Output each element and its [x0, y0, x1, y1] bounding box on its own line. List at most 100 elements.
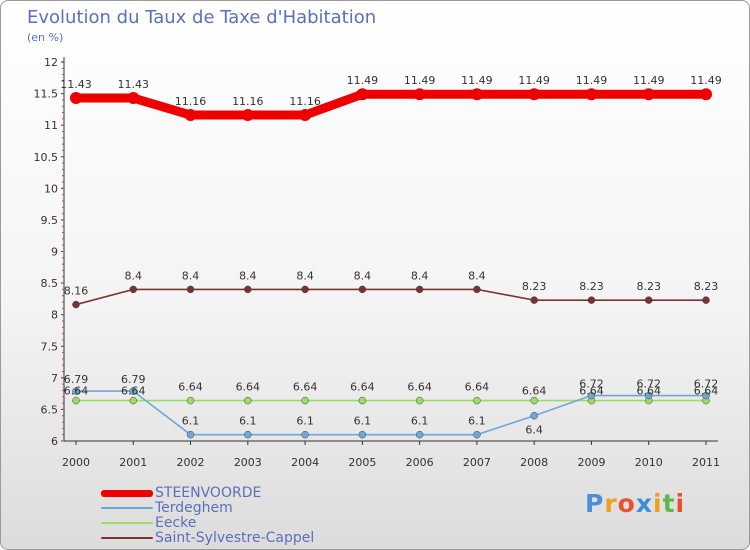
x-tick-label: 2001 [119, 456, 147, 469]
data-label: 8.4 [239, 269, 257, 282]
data-point [301, 285, 309, 294]
legend-swatch [101, 489, 153, 497]
data-label: 11.49 [404, 74, 436, 87]
logo-letter: i [653, 489, 663, 518]
data-label: 6.1 [296, 415, 314, 428]
data-label: 8.23 [579, 280, 604, 293]
data-label: 6.1 [354, 415, 372, 428]
logo-letter: i [675, 489, 686, 518]
data-label: 6.64 [350, 381, 375, 394]
data-label: 6.1 [411, 415, 429, 428]
data-point [241, 109, 254, 122]
data-point [415, 430, 424, 439]
data-point [186, 430, 195, 439]
data-point [413, 88, 426, 101]
x-tick-label: 2010 [635, 456, 663, 469]
logo-letter: r [604, 489, 618, 518]
x-tick-label: 2006 [406, 456, 434, 469]
data-label: 8.23 [694, 280, 719, 293]
series-line [75, 288, 707, 306]
data-point [470, 88, 483, 101]
data-point [415, 285, 424, 294]
data-label: 8.4 [468, 269, 486, 282]
legend-label: Eecke [155, 515, 197, 531]
data-label: 6.64 [64, 385, 89, 398]
data-label: 11.43 [60, 78, 92, 91]
data-label: 6.64 [293, 381, 318, 394]
data-label: 11.49 [576, 74, 608, 87]
data-point [358, 285, 367, 294]
data-label: 6.4 [525, 424, 543, 437]
series-line [71, 89, 711, 120]
x-tick-label: 2000 [62, 456, 90, 469]
data-point [700, 88, 712, 101]
legend-item-saint-sylvestre-cappel: Saint-Sylvestre-Cappel [101, 530, 314, 546]
data-label: 6.64 [121, 385, 146, 398]
legend-item-eecke: Eecke [101, 515, 196, 531]
data-point [473, 285, 481, 294]
y-tick-label: 7 [51, 372, 58, 385]
data-point [585, 88, 598, 101]
data-label: 8.4 [296, 269, 314, 282]
data-point [186, 396, 195, 405]
y-tick-label: 10.5 [34, 151, 59, 164]
x-tick-label: 2005 [348, 456, 376, 469]
data-label: 6.79 [121, 373, 146, 386]
data-point [72, 387, 80, 395]
data-label: 8.23 [636, 280, 661, 293]
legend-item-terdeghem: Terdeghem [101, 500, 233, 516]
y-tick-label: 12 [44, 56, 58, 69]
data-point [530, 411, 538, 420]
legend-swatch [101, 507, 153, 509]
data-point [642, 88, 655, 101]
data-label: 11.49 [518, 74, 550, 87]
chart-subtitle: (en %) [27, 31, 64, 44]
x-tick-label: 2007 [463, 456, 491, 469]
data-label: 6.72 [579, 378, 604, 391]
x-tick-label: 2009 [577, 456, 605, 469]
data-point [244, 430, 252, 439]
legend-swatch [101, 522, 153, 524]
chart-title: Evolution du Taux de Taxe d'Habitation [27, 7, 377, 28]
y-tick-label: 6.5 [41, 403, 59, 416]
legend-item-steenvoorde: STEENVOORDE [101, 485, 261, 501]
data-label: 6.72 [694, 378, 719, 391]
y-tick-label: 11.5 [34, 88, 59, 101]
data-label: 11.49 [461, 74, 493, 87]
data-point [528, 88, 541, 101]
data-label: 8.23 [522, 280, 547, 293]
data-label: 8.4 [125, 269, 143, 282]
data-point [129, 396, 138, 405]
y-tick-label: 11 [44, 119, 58, 132]
data-point [587, 391, 596, 400]
data-point [244, 285, 252, 294]
data-point [184, 109, 197, 122]
data-point [530, 396, 538, 405]
data-label: 6.1 [239, 415, 257, 428]
y-tick-label: 9.5 [41, 214, 59, 227]
data-point [186, 285, 195, 294]
y-tick-label: 7.5 [41, 340, 59, 353]
legend-label: STEENVOORDE [155, 485, 262, 501]
data-point [129, 387, 138, 395]
legend-swatch [101, 537, 153, 539]
data-label: 11.16 [232, 95, 264, 108]
data-point [127, 92, 140, 105]
logo-letter: t [662, 489, 676, 518]
data-point [72, 300, 80, 309]
data-label: 11.43 [118, 78, 150, 91]
y-tick-label: 6 [51, 435, 58, 448]
data-label: 6.72 [636, 378, 661, 391]
data-point [129, 285, 138, 294]
data-label: 6.64 [465, 381, 490, 394]
data-point [473, 430, 481, 439]
data-point [358, 430, 367, 439]
data-label: 6.64 [694, 385, 719, 398]
data-point [587, 296, 596, 304]
x-tick-label: 2011 [692, 456, 720, 469]
data-label: 11.49 [633, 74, 665, 87]
data-label: 11.49 [347, 74, 379, 87]
data-label: 6.1 [182, 415, 200, 428]
series-line [75, 390, 707, 436]
